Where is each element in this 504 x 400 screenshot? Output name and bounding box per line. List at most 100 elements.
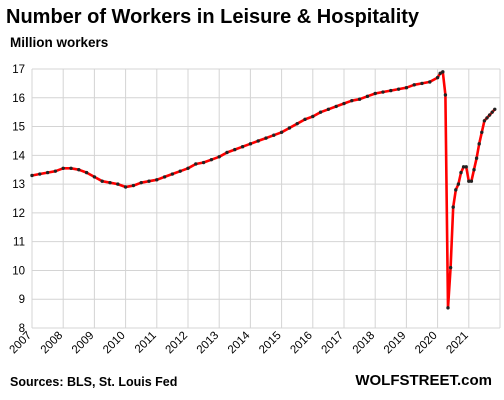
data-point	[464, 165, 468, 169]
data-point	[311, 114, 315, 119]
data-point	[448, 265, 453, 270]
data-point	[131, 183, 136, 188]
data-point	[454, 188, 458, 192]
gridlines	[31, 68, 501, 329]
data-point	[38, 172, 42, 176]
x-tick-label: 2013	[195, 330, 222, 357]
y-tick-label: 17	[12, 64, 25, 76]
data-point	[357, 97, 362, 101]
data-point	[272, 133, 276, 137]
data-point	[233, 147, 237, 152]
data-point	[396, 87, 401, 91]
data-point	[467, 179, 471, 183]
x-tick-label: 2011	[133, 330, 159, 356]
data-point	[92, 175, 97, 179]
data-point	[482, 119, 487, 123]
data-point	[217, 155, 221, 159]
data-point	[225, 150, 229, 155]
data-point	[30, 173, 34, 178]
data-point	[485, 116, 489, 120]
data-point	[303, 117, 307, 122]
x-tick-label: 2018	[351, 330, 378, 357]
y-tick-label: 9	[19, 294, 25, 306]
data-point	[318, 110, 323, 114]
x-tick-label: 2008	[39, 330, 66, 357]
data-point	[45, 170, 50, 175]
y-tick-label: 8	[19, 323, 25, 335]
data-point	[334, 104, 338, 109]
data-point	[428, 80, 432, 84]
data-point	[194, 162, 198, 166]
data-point	[77, 168, 81, 172]
y-axis-ticks: 8 9 10 11 12 13 14 15 16 17	[12, 64, 25, 335]
data-point	[474, 156, 479, 160]
data-point	[53, 169, 58, 173]
data-point	[441, 70, 445, 74]
series-markers	[30, 70, 497, 310]
data-point	[123, 185, 128, 189]
y-tick-label: 13	[12, 179, 25, 191]
data-point	[264, 136, 268, 140]
data-point	[240, 145, 245, 149]
data-point	[69, 166, 73, 170]
data-point	[461, 165, 466, 169]
chart-source: Sources: BLS, St. Louis Fed	[10, 375, 178, 389]
data-point	[139, 180, 143, 185]
data-point	[404, 86, 409, 90]
x-tick-label: 2014	[226, 329, 253, 356]
data-point	[287, 126, 292, 130]
chart-title: Number of Workers in Leisure & Hospitali…	[6, 6, 420, 28]
data-point	[365, 94, 370, 99]
data-point	[209, 157, 214, 162]
data-point	[438, 71, 442, 76]
data-point	[201, 160, 206, 165]
data-point	[178, 169, 182, 173]
data-point	[373, 91, 377, 96]
data-point	[147, 179, 151, 183]
x-tick-label: 2017	[320, 330, 347, 357]
y-tick-label: 15	[12, 122, 25, 134]
data-point	[451, 205, 455, 209]
x-tick-label: 2012	[164, 330, 191, 357]
data-point	[108, 180, 112, 185]
brand-logo: WOLFSTREET.com	[355, 372, 492, 389]
data-point	[435, 75, 440, 80]
data-point	[469, 179, 474, 183]
chart-subtitle: Million workers	[10, 35, 109, 50]
data-point	[389, 88, 393, 93]
data-point	[100, 179, 104, 183]
data-point	[443, 93, 448, 97]
y-tick-label: 11	[13, 237, 25, 249]
data-point	[456, 182, 461, 186]
data-point	[487, 113, 492, 117]
data-point	[186, 166, 190, 170]
y-tick-label: 16	[12, 93, 25, 105]
data-point	[420, 81, 424, 86]
data-point	[116, 182, 120, 186]
series-line	[31, 70, 496, 310]
data-point	[256, 139, 260, 143]
data-point	[493, 107, 497, 111]
y-tick-label: 14	[12, 150, 25, 162]
x-tick-label: 2015	[257, 330, 284, 357]
data-point	[472, 168, 476, 172]
data-point	[279, 130, 284, 135]
y-tick-label: 10	[12, 265, 25, 277]
data-point	[170, 172, 175, 176]
y-tick-label: 12	[12, 208, 25, 220]
data-point	[326, 107, 331, 111]
data-point	[248, 142, 253, 146]
x-tick-label: 2009	[70, 330, 97, 357]
x-tick-label: 2019	[382, 330, 409, 357]
data-point	[350, 98, 354, 103]
x-tick-label: 2010	[101, 330, 128, 357]
x-axis-ticks: 2007 2008 2009 2010 2011 2012 2013 2014 2015 2016…	[8, 329, 471, 356]
data-point	[162, 175, 167, 179]
x-tick-label: 2016	[288, 330, 315, 357]
data-point	[342, 101, 346, 106]
data-point	[412, 83, 416, 87]
series-line-path	[31, 70, 496, 310]
data-point	[446, 306, 450, 310]
data-point	[459, 170, 463, 175]
